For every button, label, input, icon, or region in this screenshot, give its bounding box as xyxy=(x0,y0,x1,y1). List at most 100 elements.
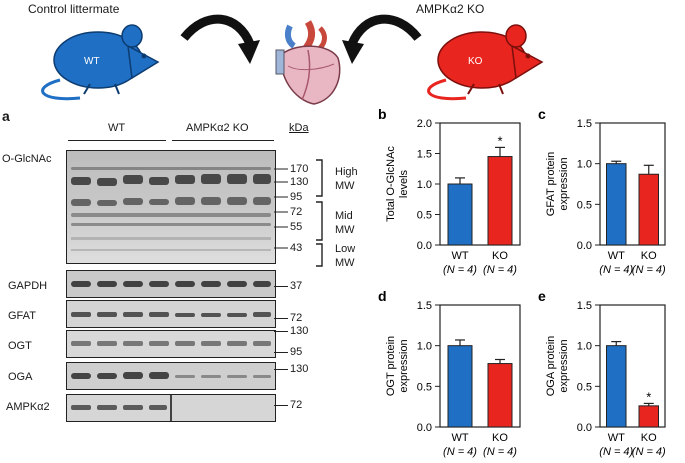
n-label: (N = 4) xyxy=(599,446,633,458)
y-tick-label: 1.0 xyxy=(577,159,592,171)
significance-star: * xyxy=(497,133,502,148)
oglcnac-marker-ticks xyxy=(274,168,288,249)
n-label: (N = 4) xyxy=(483,446,517,458)
bar-ko xyxy=(487,156,513,246)
y-axis-label-line: expression xyxy=(398,339,410,392)
bar-wt xyxy=(447,183,473,246)
plot-frame xyxy=(599,304,666,428)
chart-d: d OGT protein expression 0.0 0.5 1.0 1.5 WT (N =… xyxy=(378,288,521,458)
ogt-tick-130 xyxy=(274,331,288,332)
significance-star: * xyxy=(646,389,651,404)
y-tick-label: 0.5 xyxy=(417,210,432,222)
marker-55: 55 xyxy=(290,221,303,233)
group-ko-label: AMPKα2 KO xyxy=(186,122,249,134)
chart-c: c GFAT protein expression 0.0 0.5 1.0 1.5 WT (N … xyxy=(538,106,666,276)
ampka2-tick xyxy=(274,405,288,406)
category-label: WT xyxy=(608,432,625,444)
control-littermate-label: Control littermate xyxy=(28,2,120,16)
blot-label-ampka2: AMPKα2 xyxy=(6,401,50,413)
category-label: KO xyxy=(641,250,657,262)
marker-ogt-130: 130 xyxy=(290,325,309,337)
marker-95: 95 xyxy=(290,191,303,203)
bar-ko xyxy=(487,363,513,428)
oga-tick xyxy=(274,369,288,370)
y-axis-label-line: Total O-GlcNAc xyxy=(385,146,397,222)
ampka2-blot xyxy=(66,394,276,422)
marker-ampka2-72: 72 xyxy=(290,399,303,411)
ogt-blot xyxy=(66,330,276,358)
y-axis-label-line: expression xyxy=(558,339,570,392)
left-curved-arrow-icon xyxy=(180,14,260,64)
plot-frame xyxy=(439,304,521,428)
chart-b: b Total O-GlcNAc levels 0.0 0.5 1.0 1.5 2.0 WT (N… xyxy=(378,106,521,276)
marker-37: 37 xyxy=(290,280,303,292)
blot-label-oga: OGA xyxy=(8,371,33,383)
bar-ko xyxy=(638,173,659,246)
y-axis-label-line: OGT protein xyxy=(385,336,397,396)
marker-130: 130 xyxy=(290,176,309,188)
gfat-blot xyxy=(66,300,276,328)
blot-label-gfat: GFAT xyxy=(8,310,36,322)
ogt-tick-95 xyxy=(274,352,288,353)
y-tick-label: 0.0 xyxy=(577,422,592,434)
bar-wt xyxy=(447,345,473,428)
n-label: (N = 4) xyxy=(443,264,477,276)
marker-gfat-72: 72 xyxy=(290,312,303,324)
category-label: WT xyxy=(608,250,625,262)
ko-mouse-illustration: KO xyxy=(427,24,544,101)
wt-group-line xyxy=(68,140,166,141)
right-curved-arrow-icon xyxy=(342,14,422,64)
mw-group-high: High MW xyxy=(335,166,358,192)
group-wt-label: WT xyxy=(108,122,126,134)
marker-ogt-95: 95 xyxy=(290,346,303,358)
category-label: WT xyxy=(451,250,468,262)
mw-brackets xyxy=(316,159,323,267)
ko-mouse-text: KO xyxy=(468,56,483,67)
category-label: KO xyxy=(492,432,508,444)
y-tick-label: 1.5 xyxy=(577,118,592,130)
wt-mouse-text: WT xyxy=(84,56,100,67)
panel-letter-c: c xyxy=(538,106,546,122)
ampk-ko-label: AMPKα2 KO xyxy=(416,2,485,16)
marker-72: 72 xyxy=(290,206,303,218)
wt-mouse-illustration: WT xyxy=(41,24,160,101)
panel-letter-d: d xyxy=(378,288,387,304)
category-label: WT xyxy=(451,432,468,444)
n-label: (N = 4) xyxy=(443,446,477,458)
y-tick-label: 2.0 xyxy=(417,118,432,130)
category-label: KO xyxy=(641,432,657,444)
blot-label-ogt: OGT xyxy=(8,340,32,352)
plot-frame xyxy=(599,122,666,246)
y-axis-label-line: expression xyxy=(558,157,570,210)
y-axis-label-line: OGA protein xyxy=(545,336,557,397)
y-tick-label: 1.0 xyxy=(417,179,432,191)
y-tick-label: 0.0 xyxy=(417,422,432,434)
ko-group-line xyxy=(172,140,274,141)
y-tick-label: 0.0 xyxy=(577,240,592,252)
y-tick-label: 1.0 xyxy=(417,341,432,353)
plot-frame xyxy=(439,122,521,246)
gapdh-blot xyxy=(66,270,276,298)
gfat-tick xyxy=(274,318,288,319)
bar-wt xyxy=(606,345,627,428)
bar-ko xyxy=(638,405,659,428)
category-label: KO xyxy=(492,250,508,262)
blot-label-oglcnac: O-GlcNAc xyxy=(2,153,52,165)
y-tick-label: 1.5 xyxy=(417,149,432,161)
heart-illustration xyxy=(275,20,341,105)
bar-wt xyxy=(606,163,627,246)
panel-letter-b: b xyxy=(378,106,387,122)
marker-oga-130: 130 xyxy=(290,363,309,375)
oglcnac-blot xyxy=(66,150,276,264)
chart-e: e OGA protein expression 0.0 0.5 1.0 1.5 WT (N =… xyxy=(538,288,666,458)
gapdh-tick xyxy=(274,286,288,287)
n-label: (N = 4) xyxy=(632,264,666,276)
panel-a-letter: a xyxy=(2,108,10,124)
y-tick-label: 1.5 xyxy=(417,300,432,312)
mw-group-mid: Mid MW xyxy=(335,210,355,236)
oga-blot xyxy=(66,362,276,390)
blot-label-gapdh: GAPDH xyxy=(8,280,48,292)
y-tick-label: 1.5 xyxy=(577,300,592,312)
y-tick-label: 0.5 xyxy=(577,381,592,393)
y-tick-label: 1.0 xyxy=(577,341,592,353)
